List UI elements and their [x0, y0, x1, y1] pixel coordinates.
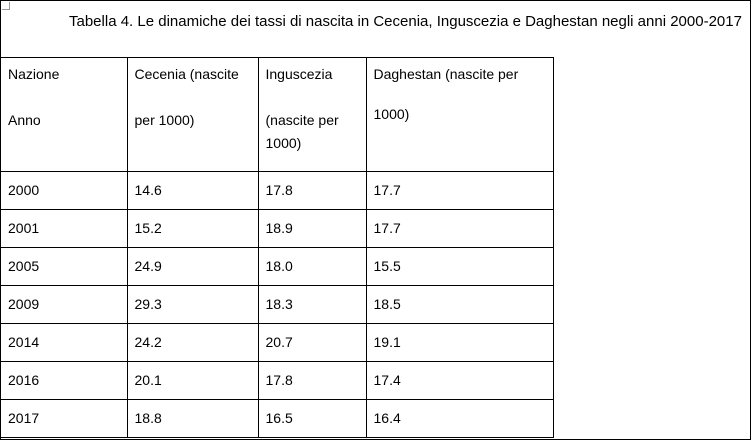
cell-daghestan: 16.4	[365, 399, 554, 438]
table-row: 2017 18.8 16.5 16.4	[1, 399, 554, 438]
cell-daghestan: 17.7	[365, 171, 554, 210]
cell-year: 2014	[1, 323, 128, 362]
cell-cecenia: 29.3	[126, 285, 259, 324]
table-row: 2009 29.3 18.3 18.5	[1, 285, 554, 324]
header-cecenia-line1: Cecenia (nascite	[134, 66, 239, 82]
header-inguscezia-line1: Inguscezia	[265, 66, 333, 82]
table-header-row: Nazione Anno Cecenia (nascite per 1000) …	[1, 57, 554, 172]
cell-daghestan: 17.7	[365, 209, 554, 248]
table-row: 2001 15.2 18.9 17.7	[1, 209, 554, 248]
cell-cecenia: 24.2	[126, 323, 259, 362]
header-daghestan-line1: Daghestan (nascite per	[373, 66, 519, 82]
cell-year: 2017	[1, 399, 128, 438]
cell-inguscezia: 18.9	[257, 209, 367, 248]
cell-inguscezia: 18.0	[257, 247, 367, 286]
cell-year: 2016	[1, 361, 128, 400]
cell-inguscezia: 20.7	[257, 323, 367, 362]
header-inguscezia-line2: (nascite per	[265, 112, 339, 128]
header-cell-cecenia: Cecenia (nascite per 1000)	[126, 57, 259, 172]
cell-cecenia: 24.9	[126, 247, 259, 286]
header-anno-label: Anno	[8, 112, 41, 128]
cell-inguscezia: 17.8	[257, 171, 367, 210]
table-row: 2005 24.9 18.0 15.5	[1, 247, 554, 286]
header-cecenia-line2: per 1000)	[134, 112, 195, 128]
cell-daghestan: 18.5	[365, 285, 554, 324]
cell-year: 2009	[1, 285, 128, 324]
birth-rate-table: Nazione Anno Cecenia (nascite per 1000) …	[1, 57, 554, 438]
table-row: 2000 14.6 17.8 17.7	[1, 171, 554, 210]
header-spacer	[8, 84, 120, 110]
text-boundary-corner-mark	[2, 2, 10, 10]
header-cell-inguscezia: Inguscezia (nascite per 1000)	[257, 57, 367, 172]
cell-cecenia: 20.1	[126, 361, 259, 400]
cell-inguscezia: 18.3	[257, 285, 367, 324]
cell-inguscezia: 16.5	[257, 399, 367, 438]
header-cell-daghestan: Daghestan (nascite per 1000)	[365, 57, 554, 172]
table-row: 2014 24.2 20.7 19.1	[1, 323, 554, 362]
cell-year: 2005	[1, 247, 128, 286]
header-spacer	[135, 84, 251, 110]
cell-cecenia: 18.8	[126, 399, 259, 438]
header-nazione-label: Nazione	[8, 66, 60, 82]
header-spacer	[374, 84, 546, 104]
cell-year: 2000	[1, 171, 128, 210]
cell-daghestan: 15.5	[365, 247, 554, 286]
cell-cecenia: 15.2	[126, 209, 259, 248]
table-row: 2016 20.1 17.8 17.4	[1, 361, 554, 400]
cell-cecenia: 14.6	[126, 171, 259, 210]
cell-daghestan: 19.1	[365, 323, 554, 362]
header-spacer	[266, 84, 359, 110]
cell-daghestan: 17.4	[365, 361, 554, 400]
header-cell-nazione-anno: Nazione Anno	[1, 57, 128, 172]
table-caption: Tabella 4. Le dinamiche dei tassi di nas…	[69, 13, 742, 30]
header-inguscezia-line3: 1000)	[265, 135, 302, 151]
cell-year: 2001	[1, 209, 128, 248]
cell-inguscezia: 17.8	[257, 361, 367, 400]
header-daghestan-line2: 1000)	[373, 106, 410, 122]
